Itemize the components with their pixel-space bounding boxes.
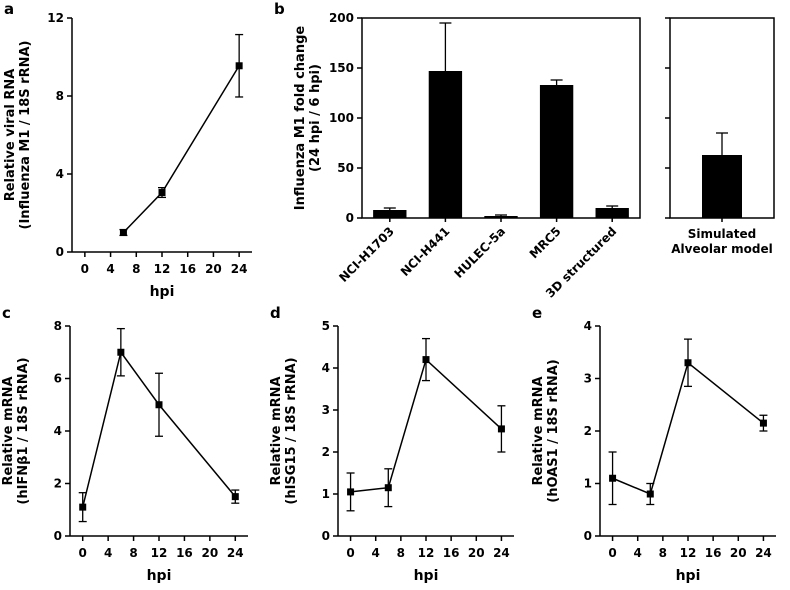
svg-text:200: 200 — [329, 11, 354, 25]
svg-text:20: 20 — [202, 546, 219, 560]
svg-text:Alveolar model: Alveolar model — [671, 242, 773, 256]
svg-text:12: 12 — [418, 546, 435, 560]
svg-text:8: 8 — [56, 89, 64, 103]
svg-text:Relative mRNA: Relative mRNA — [531, 376, 546, 485]
svg-text:8: 8 — [54, 319, 62, 333]
svg-text:24: 24 — [227, 546, 244, 560]
svg-text:(Influenza M1 / 18S rRNA): (Influenza M1 / 18S rRNA) — [18, 41, 33, 230]
panel-b-main-chart: 0 50 100 150 200 NCI-H1703 NCI-H441 HULEC-5a MRC… — [292, 4, 652, 304]
svg-text:4: 4 — [54, 424, 62, 438]
svg-text:NCI-H441: NCI-H441 — [398, 224, 453, 279]
chart-svg-a: 0 4 8 12 0 4 8 12 16 20 24 Relative viral RNA (Influ… — [3, 11, 252, 300]
svg-text:1: 1 — [322, 487, 330, 501]
svg-text:HULEC-5a: HULEC-5a — [451, 224, 508, 281]
svg-text:(hIFNβ1 / 18S rRNA): (hIFNβ1 / 18S rRNA) — [16, 357, 31, 504]
svg-text:6: 6 — [54, 372, 62, 386]
svg-text:4: 4 — [372, 546, 380, 560]
svg-text:Relative viral RNA: Relative viral RNA — [3, 69, 18, 202]
svg-text:16: 16 — [443, 546, 460, 560]
svg-text:12: 12 — [151, 546, 168, 560]
svg-text:0: 0 — [322, 529, 330, 543]
svg-text:16: 16 — [176, 546, 193, 560]
svg-text:20: 20 — [205, 262, 222, 276]
svg-text:Relative mRNA: Relative mRNA — [269, 376, 284, 485]
panel-e-chart: 0 1 2 3 4 0 4 8 12 16 20 24 Relative mRNA (hOAS1 / 18… — [530, 312, 788, 588]
svg-text:16: 16 — [705, 546, 722, 560]
svg-text:2: 2 — [322, 445, 330, 459]
svg-text:5: 5 — [322, 319, 330, 333]
panel-c-chart: 0 2 4 6 8 0 4 8 12 16 20 24 Relative mRNA (hIFNβ1 / 1… — [0, 312, 260, 588]
svg-text:4: 4 — [106, 262, 114, 276]
svg-text:8: 8 — [659, 546, 667, 560]
panel-label-a: a — [4, 0, 15, 18]
svg-text:0: 0 — [81, 262, 89, 276]
svg-text:NCI-H1703: NCI-H1703 — [336, 224, 397, 285]
panel-a-chart: 0 4 8 12 0 4 8 12 16 20 24 Relative viral RNA (Influ… — [2, 4, 264, 304]
svg-text:0: 0 — [608, 546, 616, 560]
panel-label-d: d — [270, 304, 281, 322]
svg-text:Simulated: Simulated — [688, 227, 756, 241]
svg-text:24: 24 — [755, 546, 772, 560]
svg-text:8: 8 — [397, 546, 405, 560]
svg-text:12: 12 — [680, 546, 697, 560]
svg-text:hpi: hpi — [414, 568, 439, 584]
svg-text:24: 24 — [231, 262, 248, 276]
svg-text:4: 4 — [634, 546, 642, 560]
svg-text:4: 4 — [322, 361, 330, 375]
svg-text:(24 hpi / 6 hpi): (24 hpi / 6 hpi) — [308, 64, 323, 172]
svg-text:20: 20 — [730, 546, 747, 560]
svg-text:Influenza M1 fold change: Influenza M1 fold change — [293, 26, 308, 211]
svg-text:2: 2 — [54, 477, 62, 491]
svg-text:3: 3 — [322, 403, 330, 417]
svg-text:150: 150 — [329, 61, 354, 75]
panel-label-c: c — [2, 304, 11, 322]
svg-text:2: 2 — [584, 424, 592, 438]
svg-text:3: 3 — [584, 372, 592, 386]
svg-text:100: 100 — [329, 111, 354, 125]
svg-text:50: 50 — [337, 161, 354, 175]
svg-text:MRC5: MRC5 — [527, 224, 564, 261]
svg-text:16: 16 — [179, 262, 196, 276]
svg-text:0: 0 — [54, 529, 62, 543]
svg-text:20: 20 — [468, 546, 485, 560]
svg-text:(hISG15 / 18S rRNA): (hISG15 / 18S rRNA) — [284, 357, 299, 504]
svg-text:hpi: hpi — [150, 284, 175, 300]
svg-text:hpi: hpi — [676, 568, 701, 584]
svg-text:0: 0 — [346, 211, 354, 225]
svg-text:hpi: hpi — [147, 568, 172, 584]
svg-text:4: 4 — [104, 546, 112, 560]
svg-text:12: 12 — [154, 262, 171, 276]
svg-text:24: 24 — [493, 546, 510, 560]
panel-d-chart: 0 1 2 3 4 5 0 4 8 12 16 20 24 Relative mRNA (hISG15 / … — [268, 312, 526, 588]
panel-label-e: e — [532, 304, 543, 322]
panel-label-b: b — [274, 0, 285, 18]
svg-text:8: 8 — [132, 262, 140, 276]
panel-b-right-chart: Simulated Alveolar model — [656, 4, 786, 304]
svg-text:Relative mRNA: Relative mRNA — [1, 376, 16, 485]
svg-text:4: 4 — [56, 167, 64, 181]
svg-text:12: 12 — [47, 11, 64, 25]
svg-text:0: 0 — [79, 546, 87, 560]
svg-text:0: 0 — [346, 546, 354, 560]
svg-text:1: 1 — [584, 477, 592, 491]
svg-text:0: 0 — [56, 245, 64, 259]
svg-text:4: 4 — [584, 319, 592, 333]
svg-text:8: 8 — [129, 546, 137, 560]
svg-text:0: 0 — [584, 529, 592, 543]
svg-text:(hOAS1 / 18S rRNA): (hOAS1 / 18S rRNA) — [546, 359, 561, 502]
